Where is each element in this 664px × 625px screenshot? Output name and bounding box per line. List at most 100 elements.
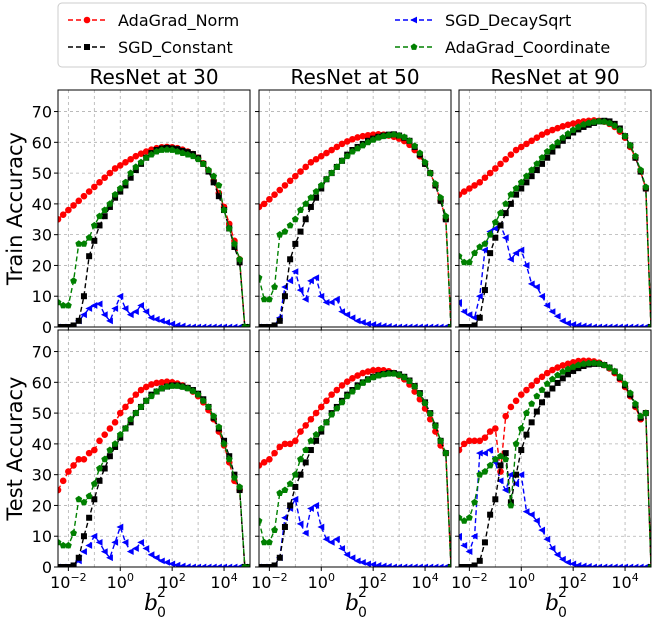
data-point-adagrad-norm xyxy=(116,162,124,169)
data-point-adagrad-norm xyxy=(359,369,367,377)
data-point-sgd-decaysqrt xyxy=(142,545,150,552)
data-point-adagrad-coordinate xyxy=(297,455,304,463)
data-point-adagrad-norm xyxy=(528,382,535,389)
data-point-sgd-decaysqrt xyxy=(459,532,462,540)
legend-marker-sgd-decaysqrt xyxy=(410,16,417,24)
data-point-sgd-constant xyxy=(318,428,325,435)
data-point-adagrad-coordinate xyxy=(101,455,109,463)
data-point-sgd-decaysqrt xyxy=(564,558,571,566)
data-point-sgd-constant xyxy=(236,487,243,494)
data-point-sgd-decaysqrt xyxy=(501,486,509,494)
data-point-sgd-decaysqrt xyxy=(343,551,351,559)
y-tick-label: 10 xyxy=(32,527,52,546)
data-point-adagrad-norm xyxy=(59,477,67,485)
data-point-sgd-constant xyxy=(261,324,268,327)
data-point-adagrad-norm xyxy=(91,183,98,191)
axes-frame xyxy=(458,329,652,568)
data-point-adagrad-coordinate xyxy=(486,231,494,238)
y-tick-label: 0 xyxy=(42,558,52,577)
data-point-sgd-decaysqrt xyxy=(142,308,150,316)
data-point-adagrad-coordinate xyxy=(153,387,161,395)
series-group xyxy=(58,378,250,567)
data-point-sgd-constant xyxy=(307,447,314,454)
series-group xyxy=(459,357,651,567)
data-point-adagrad-coordinate xyxy=(338,157,346,164)
data-point-adagrad-coordinate xyxy=(580,120,587,128)
data-point-adagrad-coordinate xyxy=(317,424,325,432)
data-point-adagrad-coordinate xyxy=(447,563,451,567)
data-point-adagrad-coordinate xyxy=(385,131,393,139)
data-point-adagrad-norm xyxy=(111,419,119,426)
data-point-adagrad-norm xyxy=(375,366,382,374)
data-point-sgd-constant xyxy=(544,391,551,398)
data-point-adagrad-coordinate xyxy=(153,147,161,155)
data-point-sgd-decaysqrt xyxy=(163,558,170,566)
data-point-sgd-decaysqrt xyxy=(111,538,119,546)
data-point-sgd-constant xyxy=(533,167,540,174)
data-point-sgd-decaysqrt xyxy=(631,323,639,327)
data-point-sgd-constant xyxy=(65,564,72,567)
data-point-adagrad-norm xyxy=(343,138,351,145)
data-point-adagrad-coordinate xyxy=(606,119,613,127)
data-point-sgd-constant xyxy=(117,434,124,441)
data-point-adagrad-norm xyxy=(116,409,124,417)
x-tick-label: 100 xyxy=(508,571,535,592)
data-point-adagrad-norm xyxy=(58,215,62,223)
data-point-adagrad-coordinate xyxy=(616,373,624,380)
data-point-adagrad-norm xyxy=(333,143,341,151)
data-point-adagrad-coordinate xyxy=(179,383,186,390)
data-point-sgd-constant xyxy=(544,154,551,161)
axes-frame xyxy=(57,89,251,328)
data-point-sgd-decaysqrt xyxy=(209,323,217,327)
data-point-sgd-decaysqrt xyxy=(85,305,93,312)
data-point-adagrad-coordinate xyxy=(512,440,520,447)
data-point-adagrad-norm xyxy=(507,151,515,158)
data-point-adagrad-coordinate xyxy=(647,563,651,567)
data-point-sgd-constant xyxy=(523,179,530,186)
data-point-adagrad-coordinate xyxy=(333,163,341,170)
data-point-sgd-decaysqrt xyxy=(475,292,483,300)
data-point-adagrad-coordinate xyxy=(271,283,278,290)
data-point-sgd-decaysqrt xyxy=(553,312,561,320)
data-point-adagrad-norm xyxy=(533,377,541,385)
data-point-sgd-decaysqrt xyxy=(384,322,392,327)
data-point-sgd-decaysqrt xyxy=(507,255,514,263)
data-point-sgd-decaysqrt xyxy=(379,562,387,567)
data-point-adagrad-coordinate xyxy=(307,437,315,444)
data-point-adagrad-norm xyxy=(312,409,320,417)
data-point-adagrad-norm xyxy=(106,169,114,177)
data-point-sgd-decaysqrt xyxy=(85,542,93,549)
data-point-sgd-constant xyxy=(91,496,98,503)
data-point-adagrad-coordinate xyxy=(385,370,393,377)
data-point-sgd-constant xyxy=(487,250,494,257)
data-point-adagrad-coordinate xyxy=(426,169,434,177)
data-point-adagrad-coordinate xyxy=(523,172,530,180)
data-point-adagrad-coordinate xyxy=(569,126,577,133)
data-point-sgd-constant xyxy=(86,253,93,260)
data-point-adagrad-coordinate xyxy=(302,446,310,453)
data-point-sgd-constant xyxy=(65,324,72,327)
data-point-adagrad-norm xyxy=(70,462,77,469)
data-point-adagrad-norm xyxy=(492,425,499,432)
data-point-sgd-decaysqrt xyxy=(178,562,186,567)
data-point-adagrad-coordinate xyxy=(574,123,582,130)
legend: AdaGrad_Norm SGD_DecaySqrt SGD_Constant Ada… xyxy=(57,2,647,68)
data-point-adagrad-norm xyxy=(471,182,478,189)
data-point-sgd-decaysqrt xyxy=(111,305,119,312)
data-point-sgd-decaysqrt xyxy=(215,563,222,567)
subplot-title: ResNet at 30 xyxy=(89,65,218,89)
data-point-sgd-decaysqrt xyxy=(395,323,403,327)
data-point-adagrad-coordinate xyxy=(595,117,603,125)
data-point-adagrad-coordinate xyxy=(543,147,551,155)
data-point-adagrad-coordinate xyxy=(460,258,468,266)
data-point-adagrad-coordinate xyxy=(512,184,520,192)
data-point-sgd-decaysqrt xyxy=(416,323,423,327)
data-point-adagrad-norm xyxy=(523,140,530,148)
data-point-adagrad-coordinate xyxy=(637,412,645,420)
data-point-adagrad-coordinate xyxy=(395,371,403,378)
data-point-sgd-decaysqrt xyxy=(121,538,129,546)
data-point-sgd-decaysqrt xyxy=(574,322,582,327)
data-point-adagrad-coordinate xyxy=(574,361,582,368)
data-point-sgd-constant xyxy=(271,562,278,567)
